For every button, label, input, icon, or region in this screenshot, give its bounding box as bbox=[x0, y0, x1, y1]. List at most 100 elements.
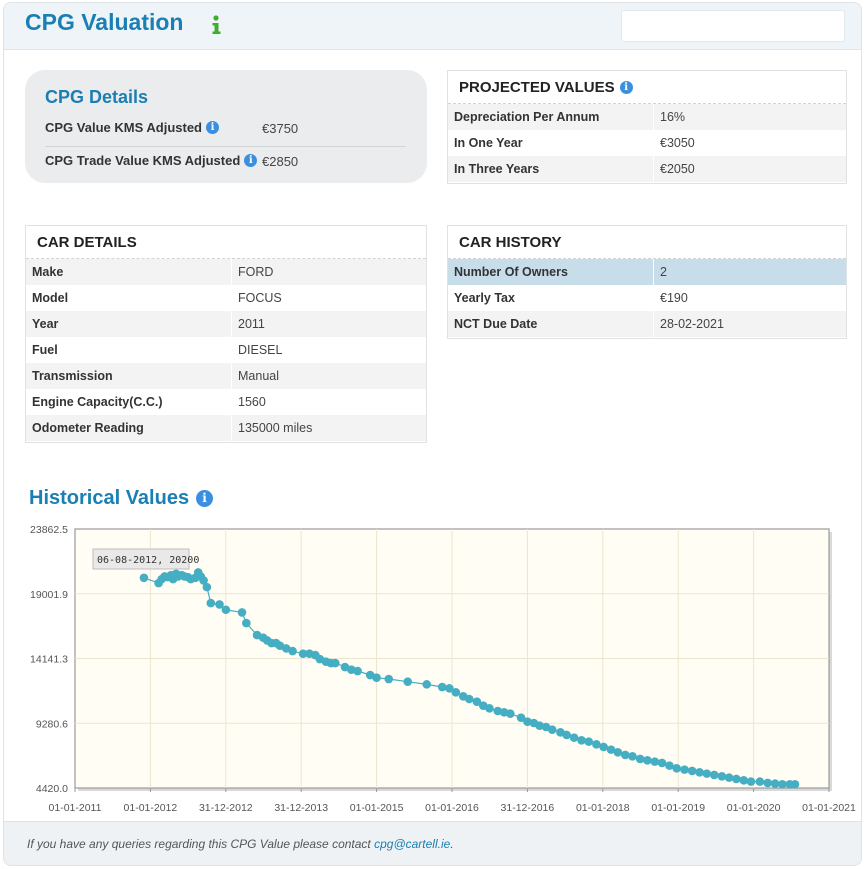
data-point bbox=[403, 677, 413, 686]
car-details-title: CAR DETAILS bbox=[26, 226, 426, 259]
data-point bbox=[746, 777, 756, 786]
data-point bbox=[485, 704, 494, 713]
row-label: Engine Capacity(C.C.) bbox=[32, 395, 163, 409]
cpg-details-card: CPG Details CPG Value KMS Adjusted i €37… bbox=[25, 70, 427, 183]
data-point bbox=[516, 713, 526, 722]
x-tick-label: 01-01-2011 bbox=[49, 802, 102, 814]
data-point bbox=[584, 737, 594, 746]
y-tick-label: 23862.5 bbox=[30, 524, 68, 536]
projected-values-table: Depreciation Per Annum 16% In One Year €30… bbox=[448, 104, 846, 182]
row-label: Odometer Reading bbox=[32, 421, 144, 435]
data-point bbox=[695, 767, 704, 777]
row-label: Transmission bbox=[32, 369, 113, 383]
header-bar: CPG Valuation bbox=[4, 3, 861, 50]
car-details-panel: CAR DETAILS Make FORD Model FOCUS Year 2011… bbox=[25, 225, 427, 443]
row-value: €3050 bbox=[653, 130, 695, 156]
data-point bbox=[599, 742, 608, 752]
table-row: Engine Capacity(C.C.) 1560 bbox=[26, 389, 426, 415]
table-row: Transmission Manual bbox=[26, 363, 426, 389]
row-label: Number Of Owners bbox=[454, 265, 568, 279]
data-point bbox=[506, 709, 515, 718]
cpg-value-label: CPG Value KMS Adjusted i bbox=[45, 120, 219, 135]
table-row: Odometer Reading 135000 miles bbox=[26, 415, 426, 441]
cpg-trade-value: €2850 bbox=[262, 154, 299, 169]
data-point bbox=[643, 755, 652, 765]
tooltip-box bbox=[92, 548, 190, 570]
car-history-table: Number Of Owners 2 Yearly Tax €190 NCT Due… bbox=[448, 259, 846, 337]
data-point bbox=[464, 694, 474, 704]
cpg-trade-value-label: CPG Trade Value KMS Adjusted i bbox=[45, 153, 258, 168]
car-history-title: CAR HISTORY bbox=[448, 226, 846, 259]
projected-values-title-text: PROJECTED VALUES bbox=[459, 78, 615, 96]
info-icon[interactable]: i bbox=[619, 80, 633, 94]
data-point bbox=[732, 774, 741, 784]
data-point bbox=[523, 717, 532, 726]
page-title: CPG Valuation bbox=[25, 9, 184, 35]
x-tick-label: 31-12-2012 bbox=[199, 802, 253, 814]
info-icon[interactable]: i bbox=[244, 154, 258, 167]
historical-values-title: Historical Values i bbox=[29, 487, 214, 510]
page-frame: CPG Valuation CPG Details CPG Value KMS … bbox=[3, 2, 862, 866]
row-value: €2050 bbox=[653, 156, 695, 182]
data-point bbox=[755, 777, 765, 786]
data-point bbox=[206, 598, 216, 608]
data-point bbox=[778, 779, 787, 789]
search-input[interactable] bbox=[621, 10, 845, 42]
row-label: Year bbox=[32, 317, 59, 331]
data-point bbox=[657, 758, 667, 768]
row-value: FORD bbox=[231, 259, 273, 285]
table-row: In One Year €3050 bbox=[448, 130, 846, 156]
info-icon[interactable] bbox=[209, 14, 223, 36]
data-point bbox=[547, 725, 557, 734]
x-tick-label: 31-12-2016 bbox=[501, 802, 555, 814]
data-point bbox=[569, 733, 579, 742]
row-value: Manual bbox=[231, 363, 279, 389]
data-point bbox=[665, 761, 674, 770]
x-tick-label: 01-01-2015 bbox=[350, 802, 404, 814]
row-value: 16% bbox=[653, 104, 685, 130]
data-point bbox=[330, 658, 340, 668]
cpg-value-label-text: CPG Value KMS Adjusted bbox=[45, 120, 202, 135]
x-tick-label: 01-01-2016 bbox=[425, 802, 479, 814]
tooltip-text: 06-08-2012, 20200 bbox=[97, 555, 199, 566]
data-point bbox=[628, 751, 637, 761]
data-point bbox=[650, 757, 660, 766]
contact-email-link[interactable]: cpg@cartell.ie bbox=[374, 837, 451, 851]
row-value: 2011 bbox=[231, 311, 265, 337]
cpg-trade-value-label-text: CPG Trade Value KMS Adjusted bbox=[45, 153, 241, 168]
row-value: 28-02-2021 bbox=[653, 311, 724, 337]
row-value: 135000 miles bbox=[231, 415, 312, 441]
data-point bbox=[790, 779, 800, 789]
x-tick-label: 01-01-2018 bbox=[576, 802, 630, 814]
data-point bbox=[680, 765, 689, 774]
data-point bbox=[724, 773, 734, 782]
data-point bbox=[472, 697, 482, 706]
data-point bbox=[288, 646, 297, 656]
info-icon[interactable]: i bbox=[196, 490, 214, 507]
data-point bbox=[620, 750, 630, 760]
table-row[interactable]: Number Of Owners 2 bbox=[448, 259, 846, 285]
info-icon[interactable]: i bbox=[206, 121, 219, 134]
data-point bbox=[242, 618, 251, 628]
car-history-panel: CAR HISTORY Number Of Owners 2 Yearly Tax… bbox=[447, 225, 847, 339]
table-row: Make FORD bbox=[26, 259, 426, 285]
y-tick-label: 14141.3 bbox=[30, 654, 68, 666]
row-label: Yearly Tax bbox=[454, 291, 515, 305]
row-label: NCT Due Date bbox=[454, 317, 538, 331]
y-tick-label: 9280.6 bbox=[36, 718, 68, 730]
row-label: Make bbox=[32, 265, 64, 279]
x-tick-label: 31-12-2013 bbox=[274, 802, 328, 814]
data-point bbox=[613, 747, 623, 757]
data-point bbox=[635, 754, 645, 764]
data-point bbox=[717, 771, 727, 781]
data-point bbox=[672, 763, 681, 773]
row-value: FOCUS bbox=[231, 285, 282, 311]
historical-values-chart[interactable]: 23862.5 19001.9 14141.3 9280.6 4420.0 01-01-2… bbox=[4, 518, 861, 818]
data-point bbox=[709, 770, 719, 780]
table-row: Yearly Tax €190 bbox=[448, 285, 846, 311]
table-row: Fuel DIESEL bbox=[26, 337, 426, 363]
data-point bbox=[199, 576, 208, 585]
row-label: In Three Years bbox=[454, 162, 540, 176]
row-label: Model bbox=[32, 291, 69, 305]
data-point bbox=[422, 680, 432, 689]
